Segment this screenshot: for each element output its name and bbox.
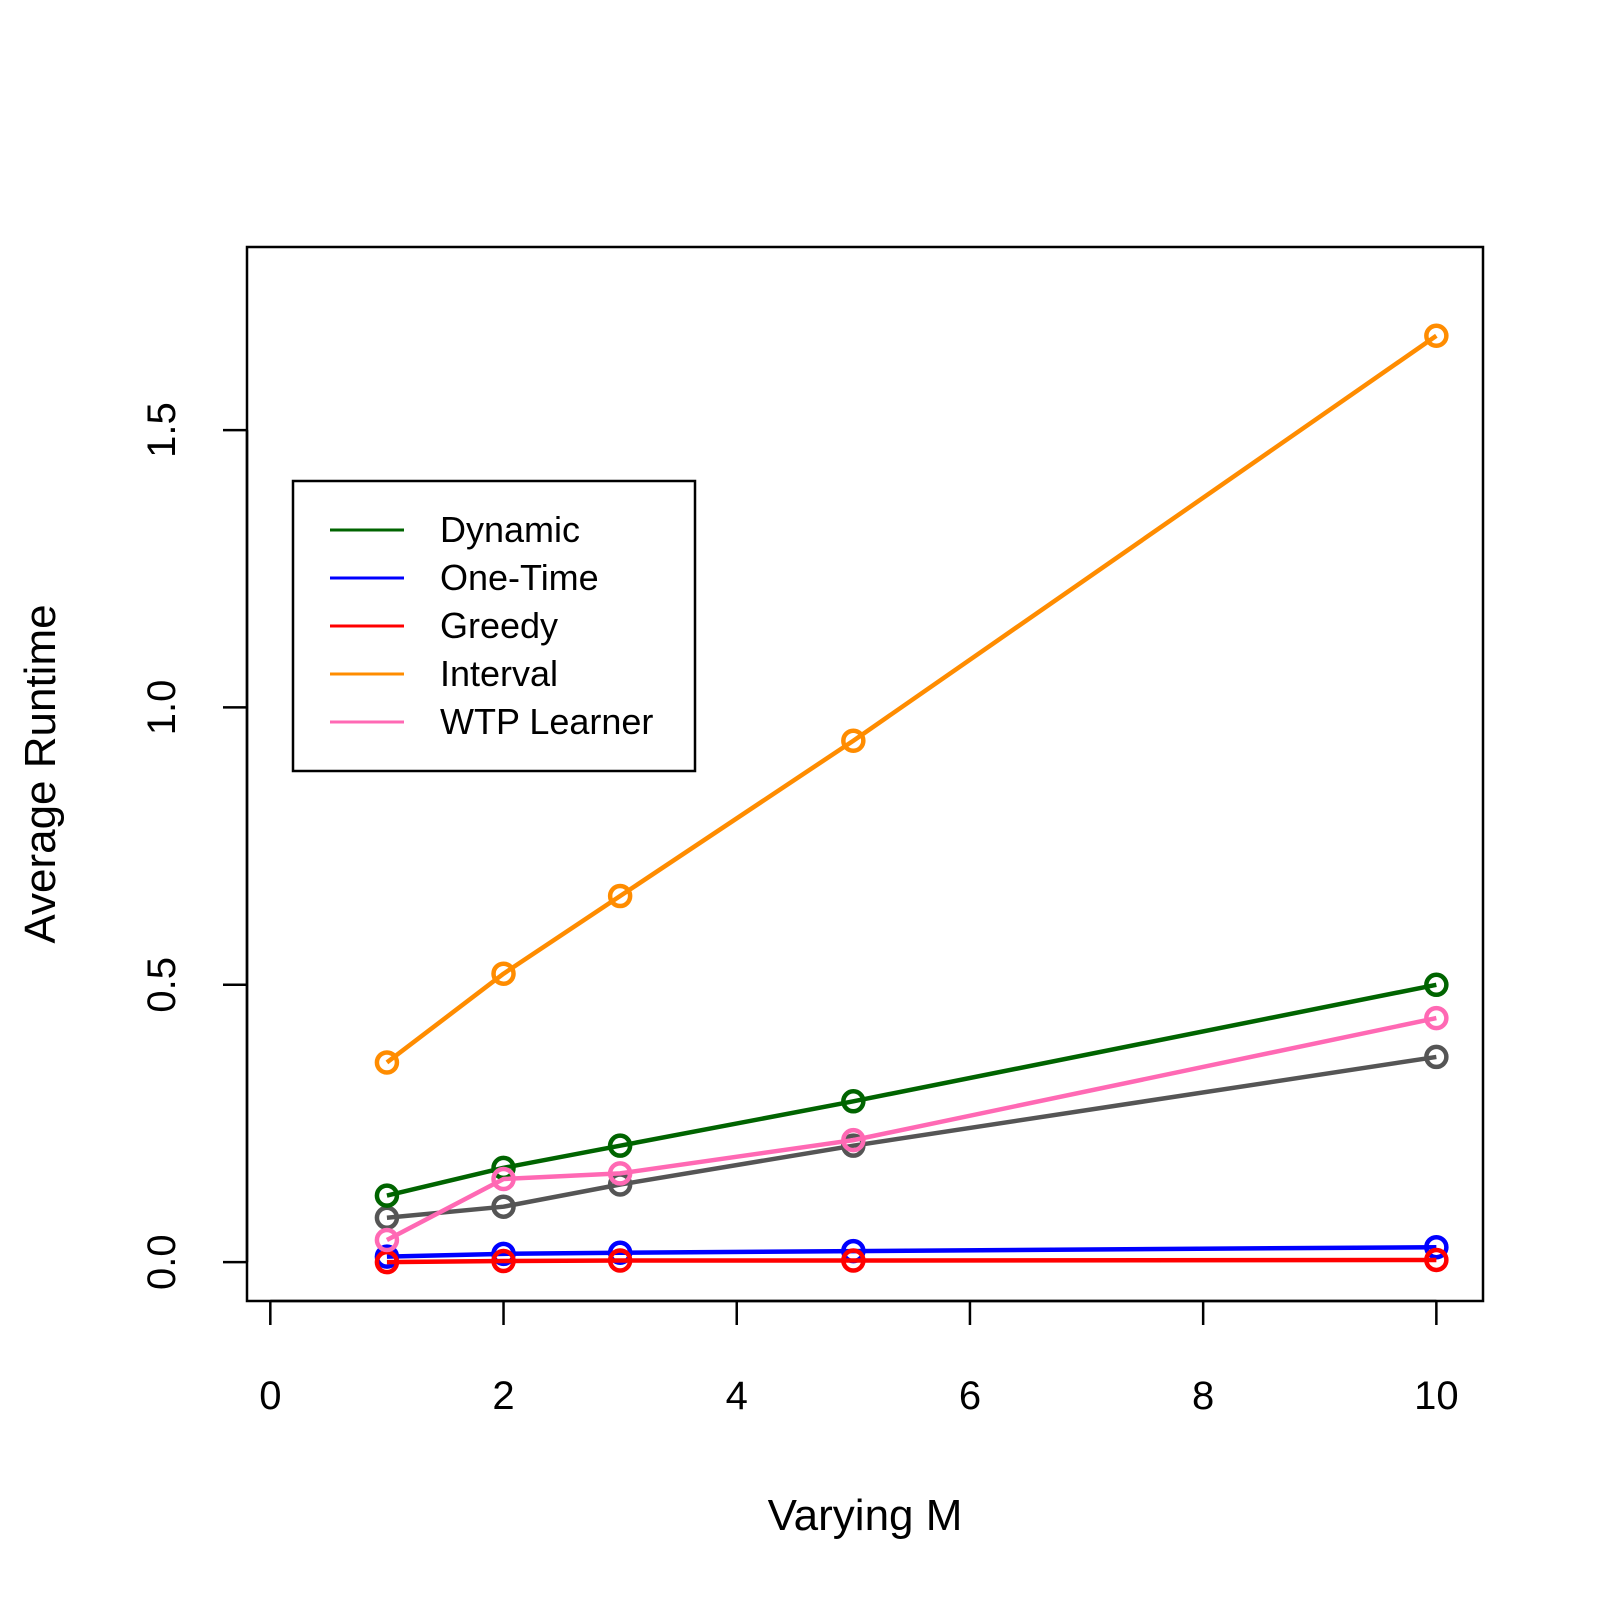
x-tick-label: 2: [492, 1374, 514, 1418]
data-point: [1424, 1234, 1449, 1260]
data-point: [491, 961, 516, 986]
data-point: [1424, 972, 1449, 998]
x-axis-title: Varying M: [768, 1491, 963, 1540]
x-tick-label: 6: [959, 1374, 981, 1418]
data-point: [491, 1248, 516, 1274]
series-line: [386, 982, 1437, 1198]
data-point: [1424, 323, 1449, 349]
series-layer: [374, 323, 1449, 1275]
series-wtp-learner: [374, 1005, 1449, 1253]
legend-label: WTP Learner: [440, 701, 653, 742]
data-point: [491, 1166, 516, 1192]
series-greedy: [374, 1247, 1449, 1275]
legend: Dynamic One-Time Greedy Interval WTP Learner: [291, 479, 697, 773]
series-line: [385, 333, 1438, 1065]
y-axis-title: Average Runtime: [16, 604, 65, 943]
legend-label: One-Time: [440, 557, 599, 598]
legend-label: Interval: [440, 653, 558, 694]
data-point: [607, 1161, 633, 1186]
data-point: [607, 1248, 633, 1273]
legend-label: Dynamic: [440, 509, 580, 550]
data-point: [607, 883, 633, 909]
x-tick-label: 8: [1192, 1374, 1214, 1418]
data-point: [374, 1183, 400, 1208]
series-line: [385, 1015, 1437, 1242]
data-point: [491, 1241, 516, 1267]
y-tick-label: 0.0: [140, 1234, 184, 1290]
data-point: [841, 1248, 866, 1273]
data-point: [607, 1133, 633, 1158]
series-line: [386, 1257, 1437, 1265]
data-point: [841, 728, 866, 753]
data-point: [1424, 1044, 1449, 1070]
y-tick-label: 1.5: [140, 402, 184, 458]
y-tick-label: 0.5: [140, 957, 184, 1013]
x-tick-label: 10: [1414, 1374, 1459, 1418]
data-point: [491, 1194, 516, 1219]
data-point: [374, 1050, 400, 1075]
data-point: [1424, 1247, 1449, 1273]
series-interval: [374, 323, 1449, 1075]
legend-label: Greedy: [440, 605, 558, 646]
data-point: [841, 1127, 866, 1153]
data-point: [374, 1227, 400, 1253]
y-axis: 0.0 0.5 1.0 1.5: [140, 402, 249, 1290]
data-point: [841, 1089, 866, 1114]
x-tick-label: 4: [726, 1374, 748, 1418]
y-tick-label: 1.0: [140, 680, 184, 736]
x-axis: 0 2 4 6 8 10: [259, 1299, 1459, 1418]
x-tick-label: 0: [259, 1374, 281, 1418]
data-point: [1424, 1005, 1449, 1031]
